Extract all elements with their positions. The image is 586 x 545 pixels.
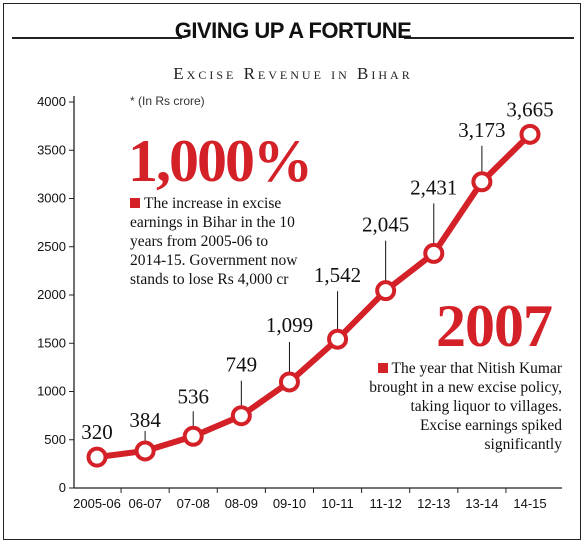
data-point (230, 405, 252, 427)
x-tick-label: 06-07 (128, 496, 161, 511)
page-title: GIVING UP A FORTUNE (174, 18, 412, 43)
callout-2007-figure: 2007 (436, 293, 553, 359)
y-tick-label: 2500 (37, 239, 66, 254)
data-value-label: 3,665 (506, 97, 553, 121)
data-point (86, 446, 108, 468)
callout-2007-note: The year that Nitish Kumar brought in a … (368, 359, 562, 454)
y-tick-label: 1000 (37, 384, 66, 399)
chart-frame (3, 3, 581, 540)
y-tick-label: 1500 (37, 335, 66, 350)
data-point (134, 440, 156, 462)
y-tick-label: 2000 (37, 287, 66, 302)
data-value-label: 3,173 (458, 118, 505, 142)
data-value-label: 2,045 (362, 213, 409, 237)
x-tick-label: 10-11 (321, 496, 353, 511)
x-tick-label: 14-15 (513, 496, 546, 511)
callout-1000-note: The increase in excise earnings in Bihar… (130, 194, 305, 289)
data-point (278, 371, 300, 393)
data-point (327, 328, 349, 350)
unit-note: * (In Rs crore) (130, 94, 205, 108)
data-value-label: 2,431 (410, 175, 457, 199)
callout-1000-figure: 1,000% (128, 128, 313, 194)
callout-1000-text: The increase in excise earnings in Bihar… (130, 195, 298, 288)
y-tick-label: 3500 (37, 142, 66, 157)
data-value-label: 536 (177, 384, 209, 408)
x-tick-label: 09-10 (273, 496, 306, 511)
data-value-label: 384 (129, 408, 161, 432)
chart-subtitle: Excise Revenue in Bihar (173, 64, 413, 83)
y-tick-label: 3000 (37, 191, 66, 206)
data-value-label: 1,542 (314, 263, 361, 287)
data-point (182, 425, 204, 447)
data-point (519, 123, 541, 145)
title-rule-left (12, 37, 182, 39)
red-square-icon (130, 198, 140, 208)
data-value-label: 1,099 (266, 313, 313, 337)
y-tick-label: 4000 (37, 94, 66, 109)
x-tick-label: 08-09 (225, 496, 258, 511)
data-value-label: 749 (226, 353, 258, 377)
y-tick-label: 0 (59, 480, 66, 495)
x-tick-label: 13-14 (465, 496, 498, 511)
data-point (471, 171, 493, 193)
y-tick-label: 500 (44, 432, 66, 447)
x-tick-label: 12-13 (417, 496, 450, 511)
data-point (423, 242, 445, 264)
x-tick-label: 11-12 (370, 496, 402, 511)
x-tick-label: 2005-06 (73, 496, 121, 511)
data-value-label: 320 (81, 420, 113, 444)
red-square-icon (377, 363, 388, 373)
revenue-series-line (94, 131, 533, 461)
callout-2007-text: The year that Nitish Kumar brought in a … (369, 360, 562, 453)
title-rule-right (404, 37, 574, 39)
x-tick-label: 07-08 (177, 496, 210, 511)
data-point (375, 280, 397, 302)
